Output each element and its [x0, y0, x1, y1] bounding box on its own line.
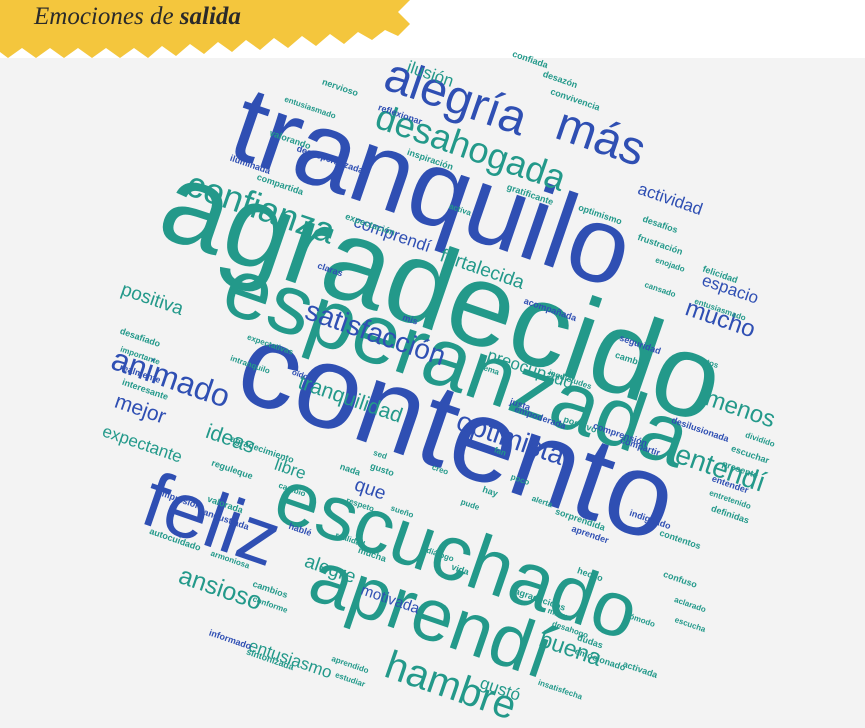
- cloud-word: mis: [401, 312, 419, 327]
- title: Emociones de salida: [33, 3, 241, 30]
- title-emphasis: salida: [179, 3, 241, 30]
- cloud: agradecidotranquilocontentoesperanzadaes…: [100, 48, 779, 728]
- title-banner: [0, 0, 410, 58]
- cloud-word: hay: [481, 484, 499, 499]
- cloud-word: sed: [372, 448, 388, 461]
- cloud-word: fan: [493, 445, 507, 457]
- title-text: Emociones de: [33, 3, 174, 30]
